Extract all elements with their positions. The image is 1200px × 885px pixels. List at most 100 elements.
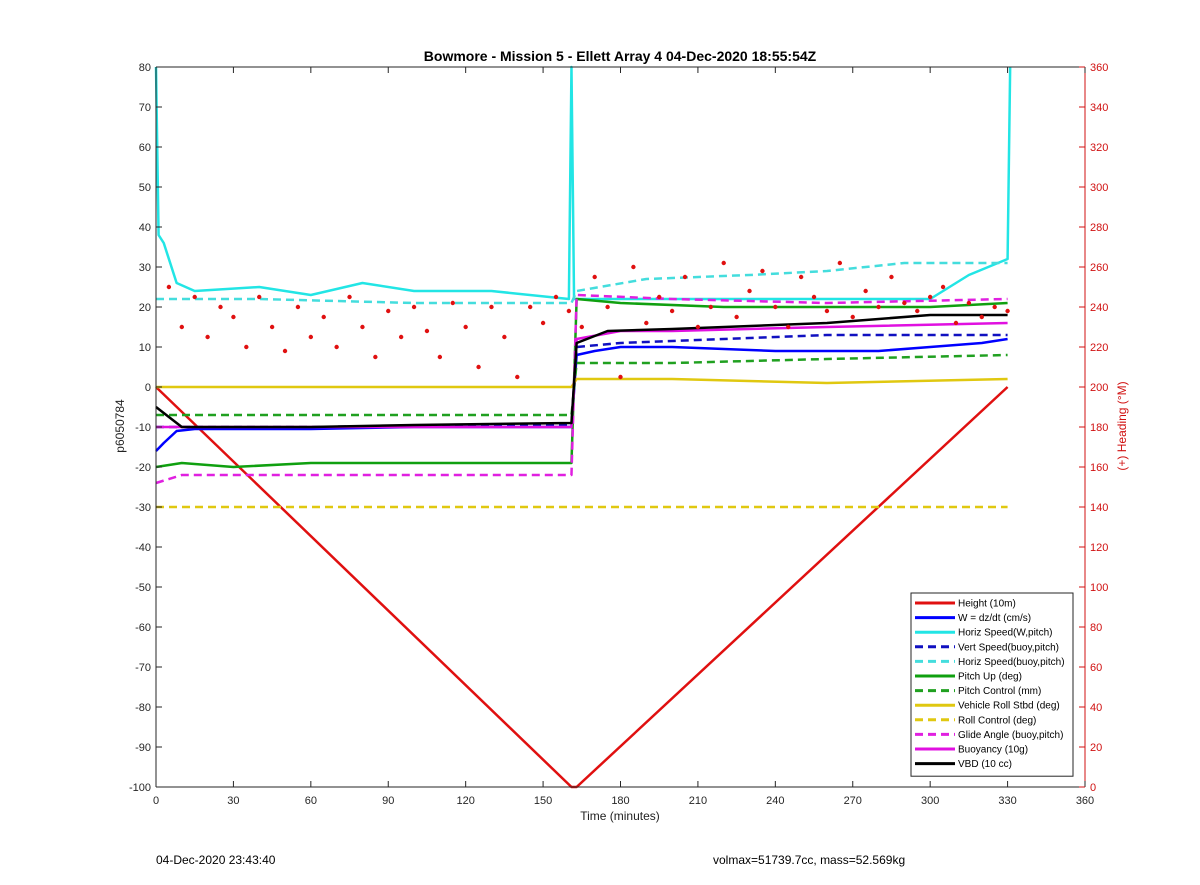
x-tick-label: 360 [1076, 795, 1094, 807]
y-tick-label-left: -80 [135, 702, 151, 714]
y-tick-label-right: 0 [1090, 782, 1096, 794]
heading-point [657, 294, 662, 300]
footer-timestamp: 04-Dec-2020 23:43:40 [156, 853, 276, 867]
heading-point [798, 274, 804, 280]
heading-point [786, 324, 791, 330]
legend-label: Pitch Up (deg) [958, 672, 1022, 683]
chart-title: Bowmore - Mission 5 - Ellett Array 4 04-… [424, 48, 817, 64]
series-layer [154, 65, 1012, 789]
y-tick-label-left: 10 [139, 342, 151, 354]
x-tick-label: 210 [689, 795, 707, 807]
x-tick-label: 0 [153, 795, 159, 807]
heading-point [747, 288, 752, 294]
series-line-7 [156, 377, 1008, 389]
heading-point [811, 294, 817, 300]
heading-point [1005, 308, 1010, 314]
heading-point [592, 274, 597, 280]
x-tick-label: 150 [534, 795, 552, 807]
series-line-2 [154, 65, 1012, 301]
heading-point [927, 294, 933, 300]
y-tick-label-left: -60 [135, 622, 151, 634]
heading-point [760, 268, 765, 274]
heading-point [566, 308, 572, 314]
legend-label: Vehicle Roll Stbd (deg) [958, 701, 1060, 712]
x-tick-label: 180 [611, 795, 629, 807]
y-tick-label-right: 180 [1090, 422, 1108, 434]
heading-point [489, 304, 494, 310]
y-tick-label-right: 100 [1090, 582, 1108, 594]
y-tick-label-right: 60 [1090, 662, 1102, 674]
legend-label: Glide Angle (buoy,pitch) [958, 730, 1063, 741]
heading-point [618, 374, 623, 380]
legend-box [910, 592, 1074, 777]
series-line-6 [156, 353, 1008, 417]
legend-label: Pitch Control (mm) [958, 686, 1041, 697]
heading-point [244, 344, 249, 350]
heading-point [773, 304, 778, 310]
heading-point [644, 320, 649, 326]
y-tick-label-left: 60 [139, 142, 151, 154]
heading-point [205, 334, 210, 340]
legend: Height (10m) W = dz/dt (cm/s) Horiz Speed(… [910, 592, 1074, 777]
heading-point [166, 284, 172, 290]
heading-point [953, 320, 959, 326]
heading-point [915, 308, 920, 314]
heading-point [837, 260, 843, 266]
y-tick-label-left: 40 [139, 222, 151, 234]
y-tick-label-right: 260 [1090, 262, 1108, 274]
heading-point [527, 304, 533, 310]
heading-point [282, 348, 288, 354]
y-tick-label-left: 50 [139, 182, 151, 194]
heading-point [179, 324, 185, 330]
heading-point [695, 324, 701, 330]
y-tick-label-right: 360 [1090, 62, 1108, 74]
heading-point [502, 334, 507, 340]
heading-point [192, 294, 197, 300]
heading-point [824, 308, 830, 314]
heading-point [605, 304, 610, 310]
series-line-11 [155, 313, 1008, 429]
y-tick-label-right: 40 [1090, 702, 1102, 714]
y-tick-label-left: 0 [145, 382, 151, 394]
heading-point [515, 374, 520, 380]
series-line-5 [155, 297, 1008, 469]
heading-point [734, 314, 739, 320]
x-tick-label: 120 [456, 795, 474, 807]
heading-point [373, 354, 378, 360]
y-axis-label-right: (+) Heading (°M) [1115, 381, 1129, 470]
y-tick-label-left: 70 [139, 102, 151, 114]
legend-label: Horiz Speed(W,pitch) [958, 628, 1052, 639]
y-tick-label-right: 80 [1090, 622, 1102, 634]
heading-point [669, 308, 675, 314]
y-tick-label-left: -70 [135, 662, 151, 674]
y-tick-label-left: 80 [139, 62, 151, 74]
legend-label: Height (10m) [958, 599, 1016, 610]
heading-point [579, 324, 584, 330]
heading-point [450, 300, 455, 306]
legend-label: Vert Speed(buoy,pitch) [958, 642, 1059, 653]
y-tick-label-right: 140 [1090, 502, 1108, 514]
y-tick-label-left: -40 [135, 542, 151, 554]
heading-point [721, 260, 726, 266]
y-tick-label-left: -100 [129, 782, 151, 794]
series-line-4 [156, 261, 1008, 305]
heading-point [437, 354, 443, 360]
heading-point [218, 304, 223, 310]
heading-point [269, 324, 275, 330]
heading-point [424, 328, 430, 334]
heading-point [360, 324, 365, 330]
heading-point [992, 304, 997, 310]
heading-point [347, 294, 352, 300]
y-tick-label-left: 20 [139, 302, 151, 314]
heading-point [386, 308, 391, 314]
heading-point [231, 314, 236, 320]
heading-point [411, 304, 417, 310]
y-tick-label-right: 220 [1090, 342, 1108, 354]
legend-label: Roll Control (deg) [958, 715, 1036, 726]
y-tick-label-right: 20 [1090, 742, 1102, 754]
heading-point [708, 304, 714, 310]
legend-label: VBD (10 cc) [958, 759, 1012, 770]
y-axis-label-left: p6050784 [113, 399, 127, 453]
y-tick-label-right: 340 [1090, 102, 1108, 114]
